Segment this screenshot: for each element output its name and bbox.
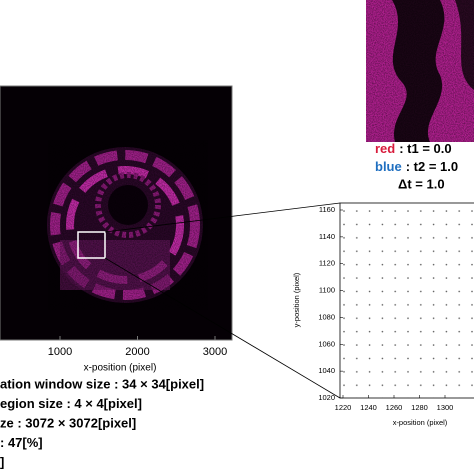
caption-color-word: red <box>375 141 395 156</box>
inset-image <box>366 0 474 142</box>
caption-line: red : t1 = 0.0 <box>375 141 452 156</box>
vector-plot-frame <box>339 202 474 399</box>
left-x-label: x-position (pixel) <box>84 363 157 374</box>
right-y-label: y-position (pixel) <box>292 272 301 327</box>
y-tick-label: 1080 <box>318 312 335 321</box>
x-tick-label: 1300 <box>437 403 454 412</box>
y-tick-label: 1120 <box>319 259 335 268</box>
parameter-line: : 47[%] <box>0 435 43 450</box>
y-tick-label: 1040 <box>318 366 335 375</box>
x-tick-label: 1280 <box>411 403 428 412</box>
caption-text: : t1 = 0.0 <box>399 141 451 156</box>
x-tick-label: 1220 <box>335 403 352 412</box>
y-tick-label: 1020 <box>318 393 335 402</box>
parameter-line: ze : 3072 × 3072[pixel] <box>0 415 136 430</box>
y-tick-label: 1140 <box>319 232 335 241</box>
caption-line: blue : t2 = 1.0 <box>375 159 458 174</box>
x-tick-label: 2000 <box>125 346 149 358</box>
parameter-line: egion size : 4 × 4[pixel] <box>0 396 142 411</box>
parameter-line: ation window size : 34 × 34[pixel] <box>0 376 204 391</box>
x-tick-label: 1000 <box>48 346 72 358</box>
parameter-line: ] <box>0 454 4 469</box>
left-image <box>0 85 233 341</box>
zoom-line <box>104 202 341 233</box>
caption-color-word: blue <box>375 159 402 174</box>
y-tick-label: 1160 <box>319 205 335 214</box>
zoom-line <box>104 257 341 399</box>
y-tick-label: 1100 <box>319 286 335 295</box>
caption-text: : t2 = 1.0 <box>406 159 458 174</box>
x-tick-label: 3000 <box>203 346 227 358</box>
caption-line: Δt = 1.0 <box>398 176 445 191</box>
y-tick-label: 1060 <box>318 339 335 348</box>
dynamic-layer: 1000 2000 3000 1220 1240 1260 1280 1300 1020 1040… <box>0 141 458 469</box>
x-tick-label: 1260 <box>386 403 403 412</box>
x-tick-label: 1240 <box>360 403 377 412</box>
right-x-label: x-position (pixel) <box>393 418 448 427</box>
